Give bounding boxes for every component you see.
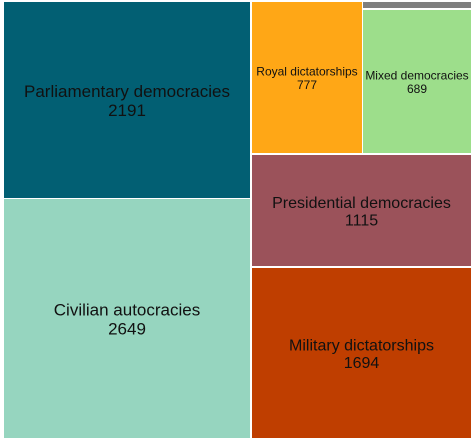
tile-label-mixed-democracies: Mixed democracies (365, 68, 468, 82)
tile-value-presidential-democracies: 1115 (345, 213, 378, 230)
tile-parliamentary-democracies (4, 2, 250, 198)
tile-military-dictatorships (252, 268, 471, 438)
tile-label-presidential-democracies: Presidential democracies (272, 195, 451, 212)
tile-label-military-dictatorships: Military dictatorships (289, 337, 434, 354)
tile-value-royal-dictatorships: 777 (297, 78, 317, 92)
tile-label-civilian-autocracies: Civilian autocracies (54, 301, 200, 320)
tile-value-parliamentary-democracies: 2191 (108, 101, 146, 120)
tile-label-royal-dictatorships: Royal dictatorships (256, 64, 357, 78)
tile-value-civilian-autocracies: 2649 (108, 320, 146, 339)
tile-presidential-democracies (252, 155, 471, 266)
tile-label-parliamentary-democracies: Parliamentary democracies (24, 82, 230, 101)
tile-civilian-autocracies (4, 199, 250, 438)
tile-value-military-dictatorships: 1694 (344, 355, 380, 372)
tile-mixed-democracies (363, 10, 471, 153)
tile-royal-dictatorships (252, 2, 362, 153)
tile-unlabeled-6 (363, 2, 471, 8)
tile-value-mixed-democracies: 689 (407, 82, 427, 96)
